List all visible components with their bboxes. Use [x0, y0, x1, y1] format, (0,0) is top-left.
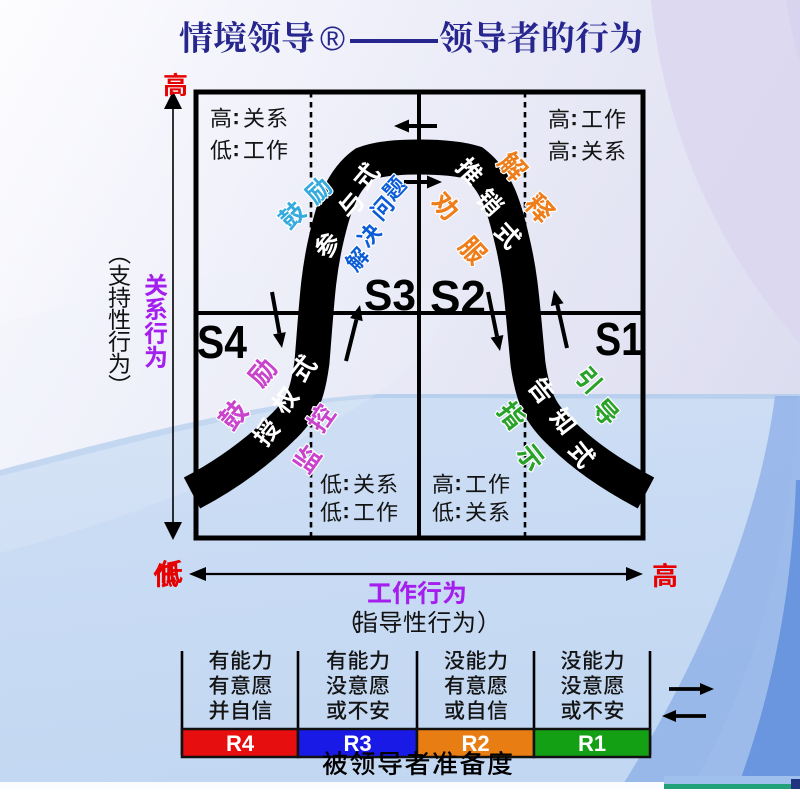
- svg-text:R4: R4: [226, 731, 255, 756]
- svg-text:S3: S3: [364, 271, 416, 320]
- svg-text:S1: S1: [595, 313, 643, 365]
- svg-text:R2: R2: [461, 731, 489, 756]
- svg-text:S2: S2: [430, 271, 486, 323]
- svg-text:®: ®: [320, 20, 345, 58]
- svg-text:S4: S4: [197, 316, 247, 368]
- svg-text:R1: R1: [578, 731, 606, 756]
